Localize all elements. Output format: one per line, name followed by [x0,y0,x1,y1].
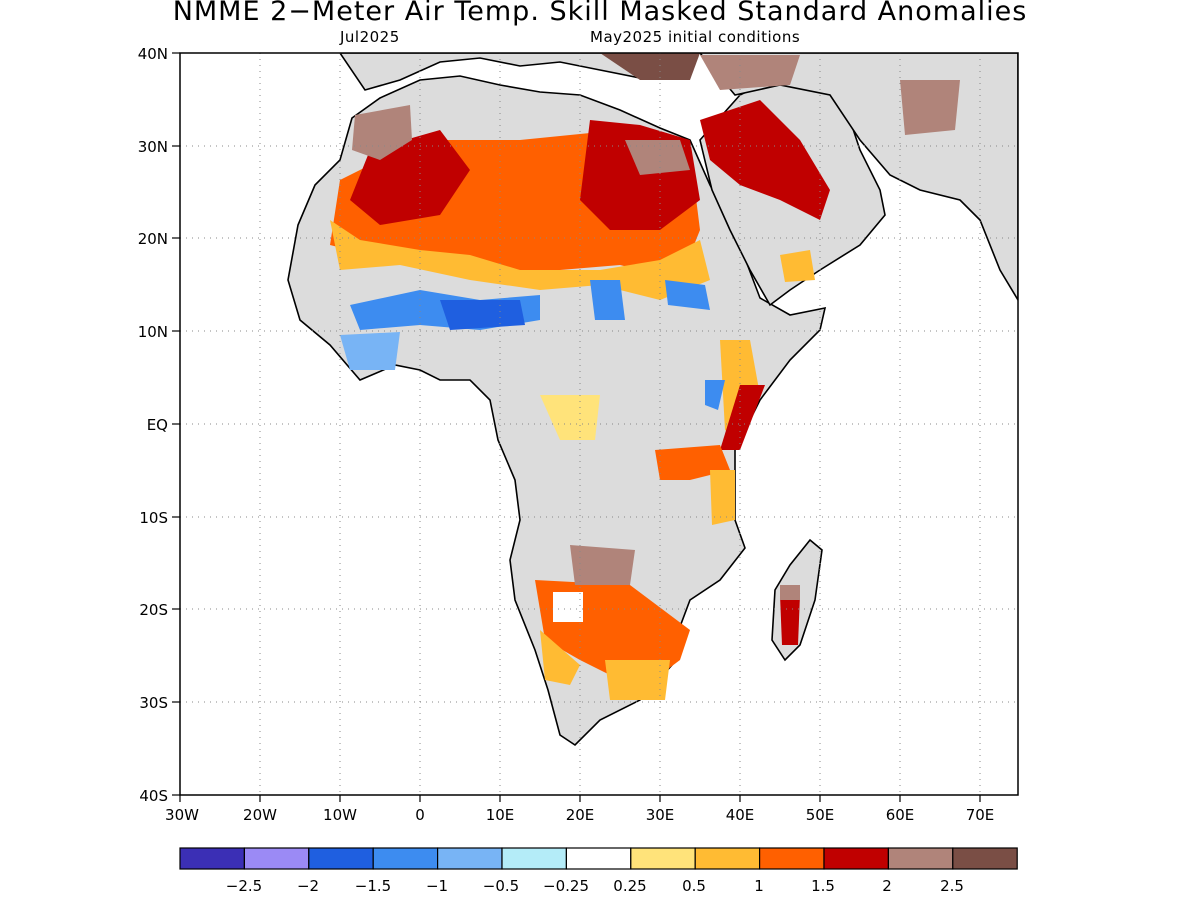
lon-label: 30W [165,806,199,824]
lon-label: 0 [415,806,425,824]
legend-swatch [758,847,825,870]
legend-label: −2 [297,877,319,895]
lon-label: 50E [806,806,835,824]
map-plot-area [180,53,1018,795]
lat-label: 30S [139,694,168,712]
lon-label: 10W [323,806,357,824]
legend-label: −0.5 [483,877,519,895]
forecast-month: Jul2025 [340,28,400,46]
legend-swatch [179,847,246,870]
legend-swatch [630,847,696,870]
legend-label: 1.5 [811,877,835,895]
longitude-labels: 30W 20W 10W 0 10E 20E 30E 40E 50E 60E 70… [165,806,994,824]
legend-label: 0.5 [682,877,706,895]
lon-label: 30E [646,806,675,824]
axis-ticks [172,52,981,802]
legend-label: 0.25 [613,877,646,895]
legend-label: 2 [882,877,892,895]
legend-swatch [501,847,568,870]
legend-labels: −2.5 −2 −1.5 −1 −0.5 −0.25 0.25 0.5 1 1.… [226,877,964,895]
legend-swatch [565,847,632,870]
legend-swatches [179,847,1018,870]
legend-swatch [372,847,439,870]
lat-label: 40N [138,45,168,63]
map-title: NMME 2−Meter Air Temp. Skill Masked Stan… [172,0,1028,27]
lat-label: 10N [138,323,168,341]
lon-label: 10E [486,806,515,824]
lat-label: 30N [138,138,168,156]
lon-label: 20E [566,806,595,824]
legend-swatch [243,847,310,870]
legend-swatch [823,847,890,870]
lat-label: 40S [139,787,168,805]
color-legend: −2.5 −2 −1.5 −1 −0.5 −0.25 0.25 0.5 1 1.… [179,847,1018,895]
legend-swatch [887,847,954,870]
latitude-labels: 40N 30N 20N 10N EQ 10S 20S 30S 40S [138,45,168,805]
legend-label: −2.5 [226,877,262,895]
initial-conditions: May2025 initial conditions [590,28,801,46]
legend-label: −1 [426,877,448,895]
lat-label: 20N [138,230,168,248]
lon-label: 70E [966,806,995,824]
legend-swatch [694,847,761,870]
lat-label: EQ [147,416,168,434]
legend-swatch [437,847,503,870]
legend-label: −0.25 [543,877,589,895]
legend-swatch [308,847,374,870]
legend-label: −1.5 [355,877,391,895]
legend-label: 2.5 [940,877,964,895]
lon-label: 20W [243,806,277,824]
lon-label: 60E [886,806,915,824]
lon-label: 40E [726,806,755,824]
legend-swatch [952,847,1018,870]
lat-label: 10S [139,509,168,527]
legend-label: 1 [754,877,764,895]
map-gridlines [180,53,1018,795]
lat-label: 20S [139,601,168,619]
